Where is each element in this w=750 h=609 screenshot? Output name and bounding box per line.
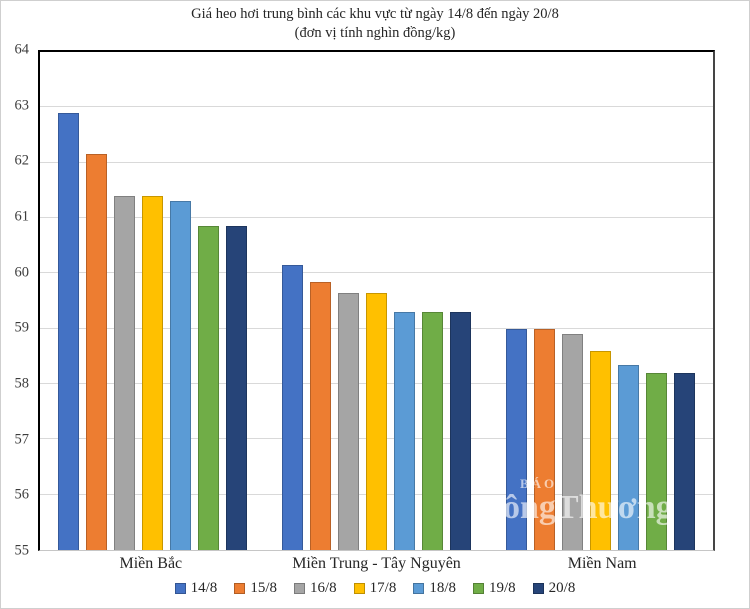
- legend-item-17-8: 17/8: [353, 580, 397, 597]
- bar-17-8-group1: [141, 195, 163, 550]
- legend-label: 16/8: [309, 580, 337, 596]
- bar-16-8-group2: [337, 292, 359, 550]
- y-tick-label-55: 55: [14, 542, 30, 559]
- x-axis: Miền Bắc Miền Trung - Tây Nguyên Miền Nam: [38, 555, 715, 573]
- bar-17-8-group3: [590, 350, 612, 550]
- legend-label: 14/8: [190, 580, 218, 596]
- legend-swatch-icon: [234, 583, 246, 594]
- legend-item-20-8: 20/8: [532, 580, 576, 597]
- gridline-62: [40, 161, 713, 163]
- legend: 14/8 15/8 16/8 17/8 18/8 19/8 20/8: [0, 580, 750, 597]
- bar-groups: [40, 52, 713, 550]
- chart-title-line2: (đơn vị tính nghìn đồng/kg): [294, 24, 456, 41]
- bar-18-8-group1: [169, 201, 191, 550]
- bar-group-3: [489, 52, 713, 550]
- legend-item-14-8: 14/8: [174, 580, 218, 597]
- x-axis-label-1: Miền Bắc: [119, 555, 183, 572]
- bar-14-8-group2: [281, 265, 303, 550]
- legend-swatch-icon: [473, 583, 484, 594]
- bar-18-8-group2: [393, 312, 415, 550]
- y-tick-label-58: 58: [14, 375, 30, 392]
- bar-20-8-group2: [449, 312, 471, 550]
- y-tick-label-64: 64: [14, 41, 30, 58]
- legend-swatch-icon: [174, 583, 186, 594]
- gridline-60: [40, 272, 713, 274]
- legend-label: 15/8: [250, 580, 277, 596]
- y-tick-label-60: 60: [14, 264, 30, 281]
- bar-19-8-group2: [421, 312, 443, 550]
- legend-item-19-8: 19/8: [473, 580, 516, 597]
- gridline-61: [40, 217, 713, 218]
- y-tick-label-61: 61: [14, 208, 30, 225]
- y-axis: 55 56 57 58 59 60 61 62 63 64: [0, 42, 34, 559]
- y-tick-label-62: 62: [14, 152, 30, 169]
- legend-swatch-icon: [353, 583, 365, 594]
- bar-19-8-group1: [197, 226, 219, 550]
- bar-14-8-group3: [506, 328, 528, 550]
- chart-title: Giá heo hơi trung bình các khu vực từ ng…: [0, 5, 750, 43]
- legend-item-16-8: 16/8: [293, 580, 337, 597]
- bar-15-8-group3: [534, 328, 556, 550]
- bar-group-1: [40, 52, 264, 550]
- legend-swatch-icon: [413, 583, 425, 594]
- legend-label: 19/8: [489, 580, 516, 596]
- plot-area: [38, 50, 715, 551]
- legend-swatch-icon: [532, 583, 544, 594]
- chart-title-line1: Giá heo hơi trung bình các khu vực từ ng…: [191, 6, 559, 22]
- x-axis-label-2: Miền Trung - Tây Nguyên: [292, 555, 461, 572]
- legend-label: 17/8: [369, 580, 397, 596]
- y-tick-label-59: 59: [14, 319, 30, 336]
- legend-item-18-8: 18/8: [413, 580, 456, 597]
- x-axis-label-3: Miền Nam: [567, 555, 637, 572]
- legend-label: 20/8: [548, 580, 576, 596]
- bar-20-8-group3: [674, 372, 696, 550]
- bar-16-8-group3: [562, 334, 584, 550]
- y-tick-label-63: 63: [14, 97, 30, 114]
- bar-16-8-group1: [113, 195, 135, 550]
- bar-18-8-group3: [618, 364, 640, 550]
- legend-swatch-icon: [293, 583, 305, 594]
- bar-20-8-group1: [225, 226, 247, 550]
- gridline-63: [40, 106, 713, 108]
- bar-17-8-group2: [365, 292, 387, 550]
- bar-19-8-group3: [646, 372, 668, 550]
- y-tick-label-57: 57: [14, 431, 30, 448]
- legend-label: 18/8: [429, 580, 456, 596]
- y-tick-label-56: 56: [14, 486, 30, 503]
- bar-15-8-group2: [309, 281, 331, 550]
- bar-15-8-group1: [85, 154, 107, 550]
- bar-14-8-group1: [57, 112, 79, 550]
- legend-item-15-8: 15/8: [234, 580, 277, 597]
- bar-group-2: [264, 52, 488, 550]
